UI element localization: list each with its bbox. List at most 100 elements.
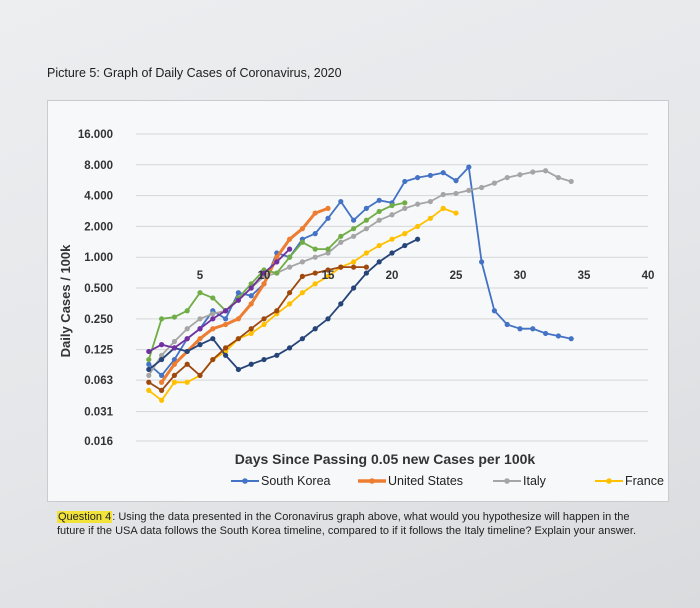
data-point bbox=[363, 264, 369, 270]
legend-marker bbox=[242, 478, 248, 484]
y-tick-label: 0.125 bbox=[84, 345, 113, 357]
data-point bbox=[159, 342, 165, 348]
y-tick-label: 0.016 bbox=[84, 436, 113, 448]
data-point bbox=[440, 191, 446, 198]
data-point bbox=[363, 250, 369, 256]
data-point bbox=[338, 264, 344, 270]
series-italy bbox=[146, 168, 574, 379]
data-point bbox=[171, 345, 177, 351]
data-point bbox=[543, 168, 549, 174]
data-point bbox=[466, 164, 472, 170]
chart-card: 16.000 8.000 4.000 2.000 1.000 0.500 0.250 0.12… bbox=[47, 100, 669, 502]
x-tick-label: 15 bbox=[322, 270, 335, 282]
legend-label: Italy bbox=[523, 474, 547, 488]
data-point bbox=[146, 356, 152, 363]
y-tick-label: 0.250 bbox=[84, 314, 113, 326]
data-point bbox=[223, 352, 229, 358]
data-point bbox=[555, 333, 561, 339]
data-point bbox=[248, 285, 254, 291]
data-point bbox=[568, 336, 574, 342]
data-point bbox=[287, 345, 293, 351]
series-south-korea bbox=[146, 164, 574, 379]
data-point bbox=[427, 198, 433, 205]
data-point bbox=[159, 372, 165, 379]
data-point bbox=[248, 301, 254, 307]
data-point bbox=[389, 236, 395, 242]
series-france bbox=[146, 205, 459, 403]
question-label: Question 4 bbox=[57, 511, 113, 523]
data-point bbox=[197, 372, 203, 379]
y-tick-label: 8.000 bbox=[84, 160, 113, 172]
legend-marker bbox=[606, 478, 612, 484]
data-point bbox=[491, 180, 497, 186]
legend-label: France bbox=[625, 474, 664, 488]
data-point bbox=[363, 205, 369, 211]
data-point bbox=[402, 205, 408, 211]
data-point bbox=[146, 366, 152, 373]
data-point bbox=[504, 174, 510, 181]
data-point bbox=[261, 270, 267, 276]
data-point bbox=[415, 174, 421, 181]
data-point bbox=[568, 178, 574, 185]
y-axis-label: Daily Cases / 100k bbox=[58, 244, 73, 358]
data-point bbox=[223, 321, 229, 328]
data-point bbox=[363, 217, 369, 223]
data-point bbox=[466, 187, 472, 193]
legend-item: United States bbox=[358, 474, 463, 488]
y-tick-label: 4.000 bbox=[84, 191, 113, 203]
data-point bbox=[159, 387, 165, 393]
data-point bbox=[159, 397, 165, 403]
data-point bbox=[235, 316, 241, 322]
legend-marker bbox=[369, 478, 375, 484]
data-point bbox=[325, 215, 331, 221]
data-point bbox=[287, 246, 293, 252]
series-line bbox=[148, 169, 572, 376]
data-point bbox=[389, 212, 395, 218]
data-point bbox=[338, 198, 344, 205]
data-point bbox=[389, 250, 395, 256]
data-point bbox=[261, 356, 267, 363]
data-point bbox=[197, 290, 203, 296]
data-point bbox=[299, 336, 305, 342]
data-point bbox=[287, 290, 293, 296]
series-line bbox=[160, 206, 329, 384]
data-point bbox=[312, 246, 318, 252]
data-point bbox=[184, 379, 190, 385]
data-point bbox=[376, 197, 382, 203]
data-point bbox=[184, 336, 190, 342]
data-point bbox=[287, 236, 293, 242]
data-point bbox=[184, 326, 190, 332]
legend-item: France bbox=[595, 474, 664, 488]
y-tick-label: 0.031 bbox=[84, 407, 113, 419]
x-tick-label: 30 bbox=[514, 270, 527, 282]
data-point bbox=[351, 264, 357, 270]
data-point bbox=[261, 281, 267, 287]
data-point bbox=[312, 210, 318, 216]
data-point bbox=[555, 174, 561, 181]
x-tick-label: 10 bbox=[258, 270, 271, 282]
data-point bbox=[171, 372, 177, 379]
data-point bbox=[415, 223, 421, 230]
legend-item: Italy bbox=[493, 474, 547, 488]
series-line bbox=[148, 238, 419, 371]
question-text: : Using the data presented in the Corona… bbox=[57, 511, 637, 537]
x-tick-label: 25 bbox=[450, 270, 463, 282]
data-point bbox=[376, 259, 382, 265]
data-point bbox=[440, 170, 446, 176]
data-point bbox=[184, 348, 190, 355]
data-point bbox=[146, 348, 152, 355]
data-point bbox=[363, 270, 369, 276]
data-point bbox=[402, 242, 408, 249]
page-title: Picture 5: Graph of Daily Cases of Coron… bbox=[47, 66, 342, 80]
data-point bbox=[453, 190, 459, 197]
data-point bbox=[223, 316, 229, 322]
y-tick-label: 2.000 bbox=[84, 221, 113, 233]
data-point bbox=[312, 254, 318, 260]
legend-label: South Korea bbox=[261, 474, 331, 488]
question-block: Question 4: Using the data presented in … bbox=[57, 511, 637, 538]
data-point bbox=[338, 233, 344, 239]
data-point bbox=[274, 270, 280, 276]
data-point bbox=[197, 316, 203, 322]
data-point bbox=[223, 345, 229, 351]
data-point bbox=[453, 178, 459, 184]
